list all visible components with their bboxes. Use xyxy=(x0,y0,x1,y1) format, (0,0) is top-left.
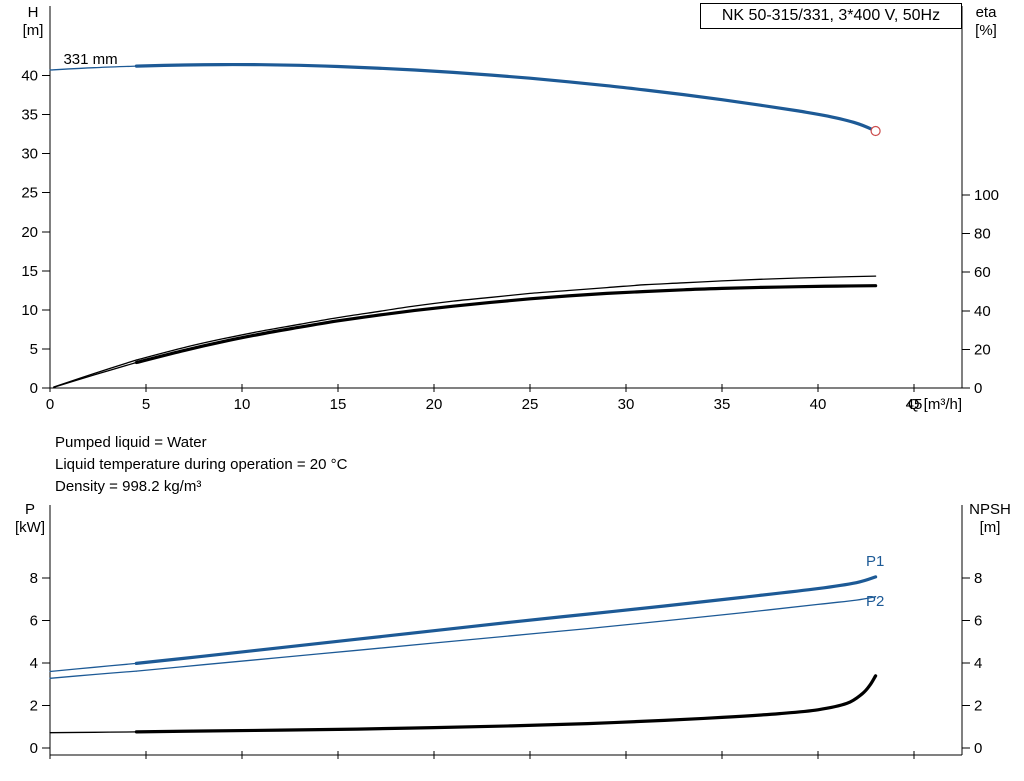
info-line-density: Density = 998.2 kg/m³ xyxy=(55,478,202,495)
pump-title-box: NK 50-315/331, 3*400 V, 50Hz xyxy=(700,3,962,29)
y-left-tick-label: 2 xyxy=(30,698,38,715)
curve-annotation: 331 mm xyxy=(63,51,117,68)
y-right-tick-label: 0 xyxy=(974,380,982,397)
pump-title: NK 50-315/331, 3*400 V, 50Hz xyxy=(721,7,941,24)
curve-annotation: P1 xyxy=(866,553,884,570)
y-right-tick-label: 0 xyxy=(974,740,982,757)
y-right-tick-label: 40 xyxy=(974,303,991,320)
x-tick-label: 10 xyxy=(234,396,251,413)
eta-pump-curve xyxy=(135,275,877,361)
axis-label-head: H [m] xyxy=(22,4,44,39)
y-left-tick-label: 8 xyxy=(30,570,38,587)
axis-label-eta: eta [%] xyxy=(975,4,997,39)
duty-point-marker xyxy=(870,125,881,137)
npsh-curve xyxy=(134,674,878,734)
y-right-tick-label: 8 xyxy=(974,570,982,587)
x-tick-label: 45 xyxy=(906,396,923,413)
axis-label-npsh: NPSH [m] xyxy=(969,501,1011,536)
y-left-tick-label: 6 xyxy=(30,613,38,630)
x-axis-title: Q [m³/h] xyxy=(908,396,962,413)
p1-lead-curve xyxy=(49,662,138,673)
x-tick-label: 25 xyxy=(522,396,539,413)
head-331mm-curve xyxy=(134,62,878,133)
y-left-tick-label: 5 xyxy=(30,341,38,358)
y-left-tick-label: 10 xyxy=(21,302,38,319)
axis-label-power: P [kW] xyxy=(15,501,45,536)
y-left-tick-label: 20 xyxy=(21,224,38,241)
x-tick-label: 40 xyxy=(810,396,827,413)
y-right-tick-label: 100 xyxy=(974,187,999,204)
head-331mm-lead-curve xyxy=(49,65,138,71)
p2-curve xyxy=(135,596,877,672)
pq-npsh-chart: 0 2 4 6 8 0 2 4 6 8 P1 P2 xyxy=(30,505,982,759)
y-left-tick-label: 0 xyxy=(30,740,38,757)
eta-pump-motor-curve xyxy=(134,284,878,365)
x-tick-label: 20 xyxy=(426,396,443,413)
x-tick-label: 0 xyxy=(46,396,54,413)
x-tick-label: 35 xyxy=(714,396,731,413)
info-line-temperature: Liquid temperature during operation = 20… xyxy=(55,456,348,473)
x-tick-label: 5 xyxy=(142,396,150,413)
info-line-pumped-liquid: Pumped liquid = Water xyxy=(55,434,207,451)
npsh-lead-curve xyxy=(49,731,138,734)
liquid-info-block: Pumped liquid = Water Liquid temperature… xyxy=(55,432,347,498)
x-tick-label: 30 xyxy=(618,396,635,413)
p2-lead-curve xyxy=(49,670,138,679)
y-right-tick-label: 60 xyxy=(974,264,991,281)
y-left-tick-label: 0 xyxy=(30,380,38,397)
y-left-tick-label: 40 xyxy=(21,68,38,85)
y-left-tick-label: 35 xyxy=(21,107,38,124)
y-left-tick-label: 30 xyxy=(21,146,38,163)
x-tick-label: 15 xyxy=(330,396,347,413)
y-left-tick-label: 4 xyxy=(30,655,38,672)
y-right-tick-label: 20 xyxy=(974,341,991,358)
y-right-tick-label: 4 xyxy=(974,655,982,672)
y-right-tick-label: 2 xyxy=(974,698,982,715)
eta-pump-motor-lead-curve xyxy=(53,361,138,388)
p1-curve xyxy=(134,575,878,665)
y-right-tick-label: 80 xyxy=(974,226,991,243)
y-left-tick-label: 15 xyxy=(21,263,38,280)
y-left-tick-label: 25 xyxy=(21,185,38,202)
curve-annotation: P2 xyxy=(866,593,884,610)
y-right-tick-label: 6 xyxy=(974,613,982,630)
hq-eta-chart: 0 5 10 15 20 25 30 35 40 45Q [m³/h] 0 5 10 15 20 25 30 35… xyxy=(21,6,999,413)
